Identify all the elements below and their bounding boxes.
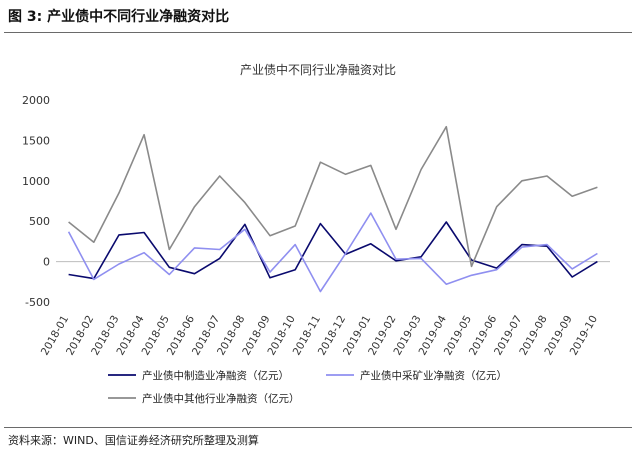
series-line-2 [67, 212, 598, 293]
y-tick-label: -500 [25, 296, 50, 309]
y-tick-label: 0 [43, 256, 50, 269]
figure-title: 图 3: 产业债中不同行业净融资对比 [8, 9, 230, 25]
legend-label: 产业债中其他行业净融资（亿元） [142, 392, 300, 405]
series-line-1 [68, 221, 598, 280]
y-tick-label: 500 [29, 215, 50, 228]
plot-area [67, 125, 598, 293]
source-note: 资料来源：WIND、国信证券经济研究所整理及测算 [8, 434, 259, 447]
x-axis: 2018-012018-022018-032018-042018-052018-… [39, 261, 610, 357]
bottom-divider [4, 427, 632, 428]
legend: 产业债中制造业净融资（亿元） 产业债中采矿业净融资（亿元） 产业债中其他行业净融资（… [108, 369, 507, 405]
y-tick-label: 1000 [22, 175, 50, 188]
legend-label: 产业债中采矿业净融资（亿元） [360, 369, 507, 382]
figure-header: 图 3: 产业债中不同行业净融资对比 [0, 0, 636, 34]
top-divider [4, 32, 632, 33]
y-tick-label: 1500 [22, 134, 50, 147]
y-axis: 2000 1500 1000 500 0 -500 [22, 94, 50, 309]
series-line-3 [68, 125, 598, 268]
chart-title: 产业债中不同行业净融资对比 [240, 62, 396, 77]
y-tick-label: 2000 [22, 94, 50, 107]
legend-label: 产业债中制造业净融资（亿元） [142, 369, 289, 382]
